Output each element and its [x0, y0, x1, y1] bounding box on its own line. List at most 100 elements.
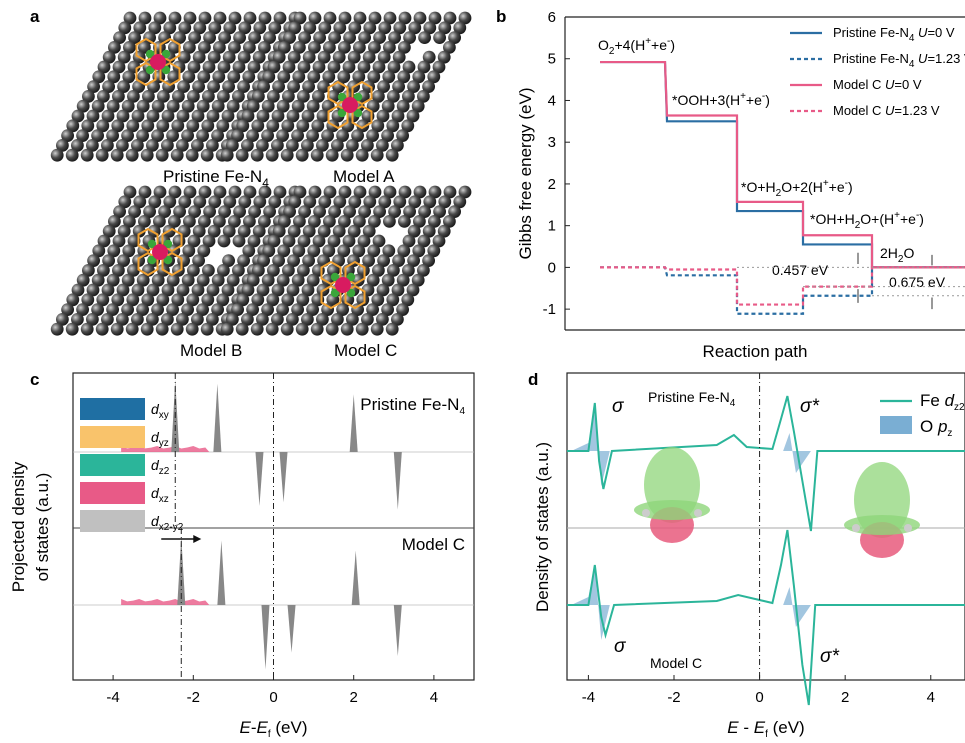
- carbon-atom: [197, 70, 211, 84]
- carbon-atom: [56, 139, 69, 152]
- carbon-atom: [437, 224, 451, 238]
- carbon-atom: [423, 21, 437, 35]
- carbon-atom: [401, 119, 415, 133]
- carbon-atom: [428, 185, 442, 199]
- carbon-atom: [418, 205, 431, 219]
- carbon-atom: [448, 31, 461, 44]
- carbon-atom: [188, 205, 202, 219]
- carbon-atom: [236, 293, 250, 307]
- carbon-atom: [246, 303, 259, 316]
- carbon-atom: [302, 50, 316, 64]
- carbon-atom: [386, 293, 400, 307]
- carbon-atom: [121, 129, 134, 143]
- carbon-atom: [232, 90, 245, 103]
- legend-entry: Model C U=1.23 V: [833, 103, 940, 118]
- carbon-atom: [178, 21, 192, 35]
- carbon-atom: [293, 185, 307, 199]
- carbon-atom: [306, 303, 319, 316]
- carbon-atom: [391, 283, 405, 297]
- carbon-atom: [117, 254, 130, 267]
- carbon-atom: [362, 50, 376, 64]
- carbon-atom: [368, 185, 382, 199]
- carbon-atom: [173, 205, 187, 219]
- nitrogen-atom: [353, 92, 363, 102]
- carbon-atom: [347, 224, 361, 238]
- carbon-atom: [251, 293, 265, 307]
- carbon-atom: [266, 293, 280, 307]
- carbon-atom: [157, 90, 170, 103]
- carbon-atom: [267, 90, 280, 103]
- carbon-atom: [161, 283, 175, 297]
- nitrogen-atom: [163, 239, 173, 249]
- carbon-atom: [263, 31, 276, 44]
- carbon-atom: [373, 205, 386, 219]
- nitrogen-atom: [346, 272, 356, 282]
- carbon-atom: [427, 70, 441, 84]
- carbon-atom: [131, 139, 144, 152]
- carbon-atom: [198, 185, 212, 199]
- carbon-atom: [106, 273, 120, 287]
- carbon-atom: [281, 119, 295, 133]
- carbon-atom: [266, 119, 280, 133]
- carbon-atom: [223, 195, 237, 209]
- y-tick-label: 4: [548, 92, 556, 109]
- carbon-atom: [422, 224, 436, 238]
- carbon-atom: [338, 41, 351, 54]
- carbon-atom: [101, 313, 114, 326]
- carbon-atom: [140, 148, 154, 162]
- carbon-atom: [316, 139, 329, 152]
- carbon-atom: [361, 139, 374, 152]
- carbon-atom: [82, 90, 95, 103]
- carbon-atom: [192, 80, 206, 93]
- carbon-atom: [201, 119, 215, 133]
- carbon-atom: [253, 21, 267, 35]
- carbon-atom: [228, 215, 241, 228]
- carbon-atom: [233, 31, 247, 44]
- carbon-atom: [351, 303, 364, 316]
- carbon-atom: [278, 41, 291, 54]
- carbon-atom: [50, 322, 64, 336]
- carbon-atom: [107, 244, 121, 258]
- carbon-atom: [363, 195, 377, 209]
- carbon-atom: [298, 31, 311, 44]
- x-tick-label: 0: [269, 689, 277, 706]
- carbon-atom: [417, 90, 430, 103]
- carbon-atom: [293, 41, 306, 54]
- series-line-0: [600, 60, 965, 269]
- carbon-atom: [386, 119, 400, 133]
- carbon-atom: [352, 244, 366, 258]
- carbon-atom: [132, 224, 146, 238]
- structure-label-model-a: Model A: [333, 167, 395, 186]
- carbon-atom: [136, 303, 150, 316]
- carbon-atom: [202, 234, 216, 248]
- carbon-atom: [377, 50, 391, 64]
- carbon-atom: [387, 264, 400, 277]
- carbon-atom: [308, 11, 322, 25]
- carbon-atom: [287, 224, 301, 238]
- carbon-atom: [187, 60, 201, 74]
- carbon-atom: [91, 273, 105, 287]
- carbon-atom: [66, 119, 80, 133]
- carbon-atom: [302, 80, 315, 93]
- carbon-atom: [297, 234, 311, 248]
- carbon-atom: [108, 215, 121, 228]
- carbon-atom: [218, 31, 232, 44]
- carbon-atom: [141, 293, 155, 307]
- carbon-atom: [172, 60, 186, 74]
- isosurface-model-c: [844, 462, 920, 558]
- nitrogen-atom: [161, 49, 171, 59]
- carbon-atom: [96, 293, 110, 307]
- carbon-atom: [407, 80, 420, 93]
- carbon-atom: [86, 283, 100, 297]
- carbon-atom: [178, 195, 192, 209]
- carbon-atom: [267, 60, 281, 74]
- carbon-atom: [91, 129, 104, 143]
- y-tick-label: 0: [548, 259, 556, 276]
- carbon-atom: [181, 129, 195, 143]
- nitrogen-atom: [147, 239, 157, 249]
- ring-bond: [320, 260, 342, 286]
- carbon-atom: [156, 293, 170, 307]
- carbon-atom: [171, 293, 185, 307]
- carbon-atom: [176, 313, 189, 326]
- y-tick-label: -1: [543, 301, 556, 318]
